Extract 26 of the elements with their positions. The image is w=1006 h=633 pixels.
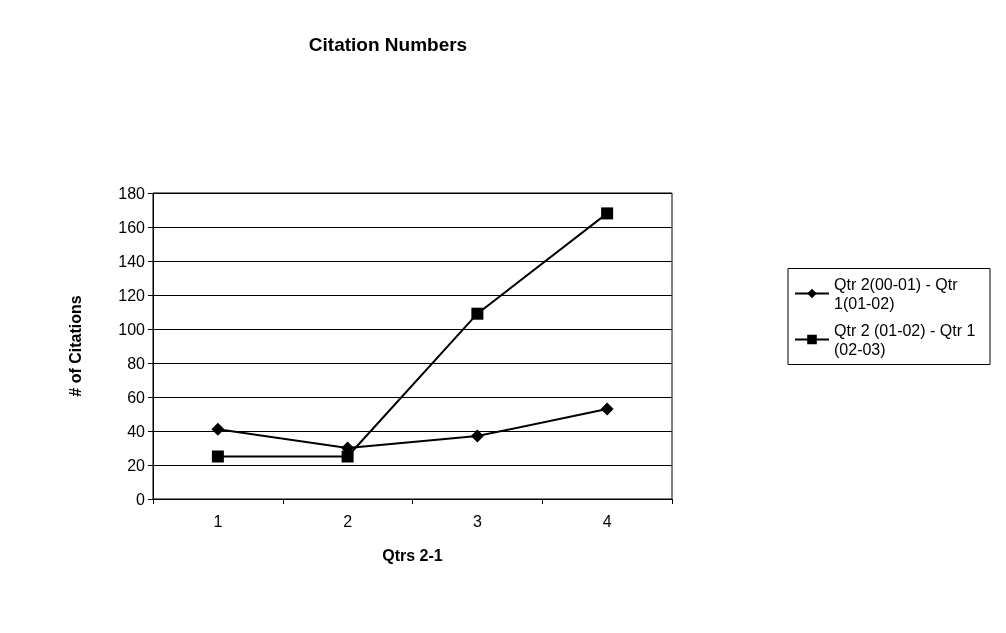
x-tick-label: 3 — [472, 512, 482, 530]
x-tick-label: 4 — [602, 512, 612, 530]
y-tick-label: 20 — [127, 456, 146, 474]
x-tick-label: 1 — [213, 512, 223, 530]
point — [341, 450, 354, 463]
y-tick-label: 80 — [127, 354, 146, 372]
y-tick-label: 140 — [118, 252, 146, 270]
point — [211, 450, 224, 463]
x-axis-title: Qtrs 2-1 — [382, 546, 443, 564]
point — [470, 429, 484, 443]
y-tick-label: 60 — [127, 388, 146, 406]
legend-label: Qtr 2 (01-02) - Qtr 1 (02-03) — [834, 321, 980, 358]
y-tick-label: 0 — [136, 490, 146, 508]
y-tick-label: 40 — [127, 422, 146, 440]
y-tick-label: 160 — [118, 218, 146, 236]
point — [471, 307, 484, 320]
y-tick-label: 100 — [118, 320, 146, 338]
y-tick-label: 120 — [118, 286, 146, 304]
point — [600, 402, 614, 416]
legend-label: Qtr 2(00-01) - Qtr 1(01-02) — [834, 275, 963, 312]
point — [211, 422, 225, 436]
chart-title: Citation Numbers — [308, 34, 468, 55]
y-tick-label: 180 — [118, 184, 146, 202]
point — [601, 207, 614, 220]
x-tick-label: 2 — [343, 512, 353, 530]
y-axis-title: # of Citations — [66, 295, 84, 397]
